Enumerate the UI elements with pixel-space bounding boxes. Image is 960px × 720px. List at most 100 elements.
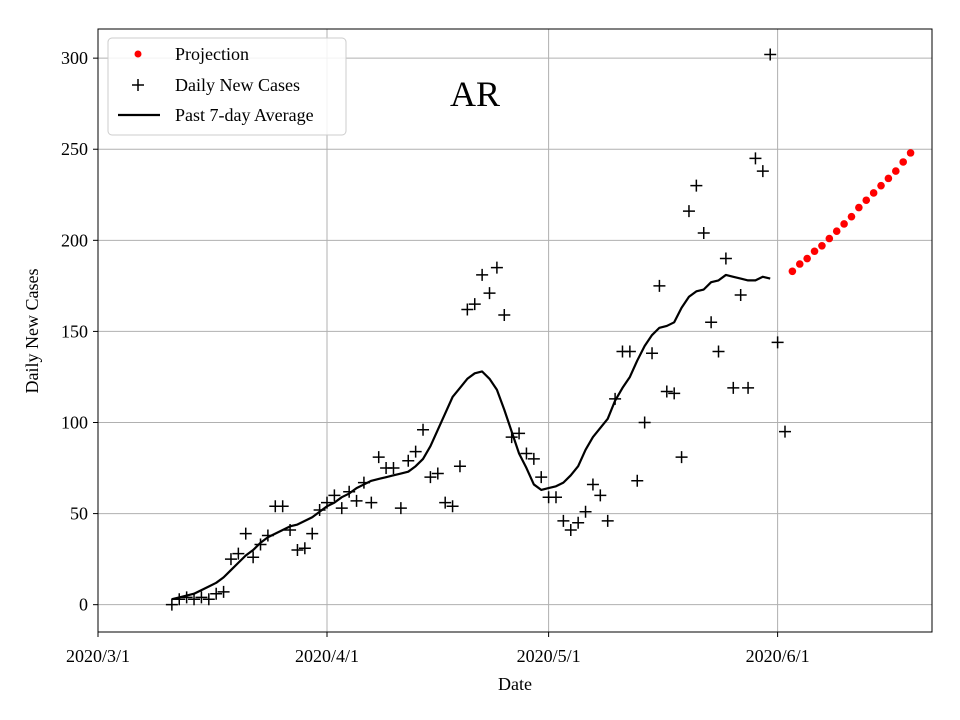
daily-case-point <box>705 316 718 329</box>
daily-case-point <box>764 48 777 61</box>
projection-point <box>795 260 804 268</box>
daily-case-point <box>387 462 400 475</box>
daily-case-point <box>402 454 415 467</box>
projection-point <box>869 189 878 197</box>
daily-case-point <box>291 544 304 557</box>
daily-case-point <box>335 502 348 515</box>
daily-case-point <box>549 491 562 504</box>
daily-case-point <box>601 514 614 527</box>
daily-case-point <box>572 516 585 529</box>
daily-case-point <box>232 547 245 560</box>
x-tick-label: 2020/3/1 <box>66 646 130 666</box>
daily-case-point <box>520 447 533 460</box>
y-tick-label: 50 <box>70 504 88 524</box>
daily-case-point <box>660 385 673 398</box>
daily-case-point <box>224 553 237 566</box>
daily-case-point <box>513 427 526 440</box>
x-tick-label: 2020/4/1 <box>295 646 359 666</box>
projection-point <box>855 203 863 212</box>
axis-ticks: 2020/3/1 2020/4/1 2020/5/1 2020/6/1 0 50 100 15… <box>61 48 810 666</box>
projection-point <box>884 174 893 183</box>
daily-case-point <box>727 381 740 394</box>
legend-average-label: Past 7-day Average <box>175 105 314 125</box>
projection-point <box>862 196 871 205</box>
daily-case-point <box>586 478 599 491</box>
daily-case-point <box>638 416 651 429</box>
legend-daily-cases-label: Daily New Cases <box>175 75 300 95</box>
daily-case-point <box>756 165 769 178</box>
daily-case-point <box>210 587 223 600</box>
daily-case-point <box>306 527 319 540</box>
y-tick-label: 300 <box>61 48 88 68</box>
daily-case-point <box>461 303 474 316</box>
daily-case-point <box>498 309 511 322</box>
daily-case-point <box>468 298 481 311</box>
daily-case-point <box>742 381 755 394</box>
daily-case-point <box>195 591 208 604</box>
daily-case-point <box>394 502 407 515</box>
legend-projection-marker <box>134 50 142 58</box>
daily-case-point <box>476 268 489 281</box>
y-tick-label: 250 <box>61 139 88 159</box>
daily-case-point <box>557 514 570 527</box>
daily-case-point <box>631 474 644 487</box>
chart-title: AR <box>450 74 500 114</box>
series-layer <box>165 48 915 611</box>
daily-case-point <box>490 261 503 274</box>
daily-case-point <box>579 505 592 518</box>
average-line <box>171 273 771 601</box>
legend-box <box>107 37 347 136</box>
daily-case-point <box>734 288 747 301</box>
y-tick-label: 150 <box>61 321 88 341</box>
daily-case-point <box>254 538 267 551</box>
projection-point <box>788 267 797 276</box>
daily-case-point <box>535 471 548 484</box>
daily-case-point <box>372 451 385 464</box>
daily-case-point <box>697 227 710 240</box>
daily-case-point <box>483 287 496 300</box>
projection-point <box>877 181 885 190</box>
y-tick-label: 200 <box>61 230 88 250</box>
daily-case-point <box>749 152 762 165</box>
daily-case-point <box>417 423 430 436</box>
daily-case-point <box>446 500 459 513</box>
daily-case-point <box>771 336 784 349</box>
daily-case-point <box>439 496 452 509</box>
daily-case-point <box>646 347 659 360</box>
daily-case-point <box>668 387 681 400</box>
daily-case-point <box>682 205 695 218</box>
projection-point <box>892 167 900 175</box>
daily-case-point <box>453 460 466 473</box>
x-tick-label: 2020/6/1 <box>746 646 810 666</box>
legend-projection-label: Projection <box>175 44 249 64</box>
daily-case-point <box>719 252 732 265</box>
y-tick-label: 100 <box>61 412 88 432</box>
daily-case-point <box>424 471 437 484</box>
daily-case-point <box>188 593 201 606</box>
daily-case-point <box>217 585 230 598</box>
daily-case-point <box>675 451 688 464</box>
daily-case-point <box>431 467 444 480</box>
y-tick-label: 0 <box>79 595 88 615</box>
daily-case-point <box>202 593 215 606</box>
daily-case-point <box>276 500 289 513</box>
projection-point <box>825 234 834 243</box>
daily-case-point <box>165 598 178 611</box>
x-tick-label: 2020/5/1 <box>517 646 581 666</box>
daily-case-point <box>409 445 422 458</box>
daily-case-point <box>298 542 311 555</box>
daily-case-point <box>690 179 703 192</box>
projection-point <box>847 212 856 221</box>
legend: Projection Daily New Cases Past 7-day Av… <box>107 37 347 136</box>
plot-frame <box>97 28 933 633</box>
y-axis-label: Daily New Cases <box>22 269 42 394</box>
projection-point <box>810 247 819 256</box>
daily-case-point <box>564 523 577 536</box>
daily-case-point <box>594 489 607 502</box>
x-axis-label: Date <box>498 674 532 694</box>
daily-case-point <box>247 551 260 564</box>
daily-case-point <box>712 345 725 358</box>
daily-case-point <box>350 494 363 507</box>
projection-point <box>818 241 826 250</box>
